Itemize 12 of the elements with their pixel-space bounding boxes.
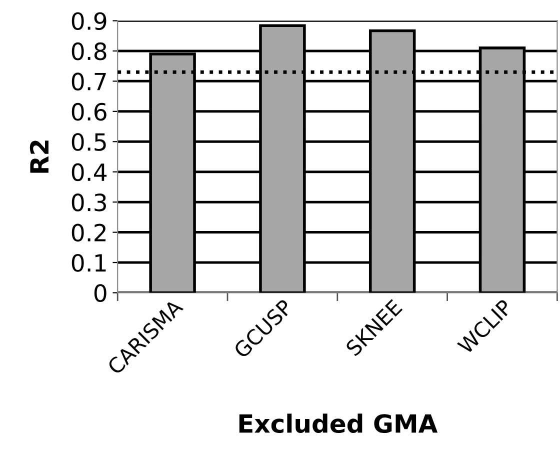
- y-tick-label: 0.8: [72, 42, 106, 60]
- y-tick-label: 0.2: [72, 224, 106, 242]
- y-tick-label: 0: [94, 284, 106, 302]
- y-tick-label: 0.7: [72, 72, 106, 90]
- y-tick-label: 0.3: [72, 194, 106, 212]
- y-tick-label: 0.1: [72, 254, 106, 272]
- y-tick-label: 0.6: [72, 102, 106, 121]
- y-tick-label: 0.4: [72, 163, 107, 182]
- y-tick-label: 0.5: [72, 133, 106, 151]
- y-axis-title: R2: [30, 140, 48, 173]
- y-tick-label: 0.9: [72, 12, 106, 30]
- x-axis-title: Excluded GMA: [239, 414, 438, 434]
